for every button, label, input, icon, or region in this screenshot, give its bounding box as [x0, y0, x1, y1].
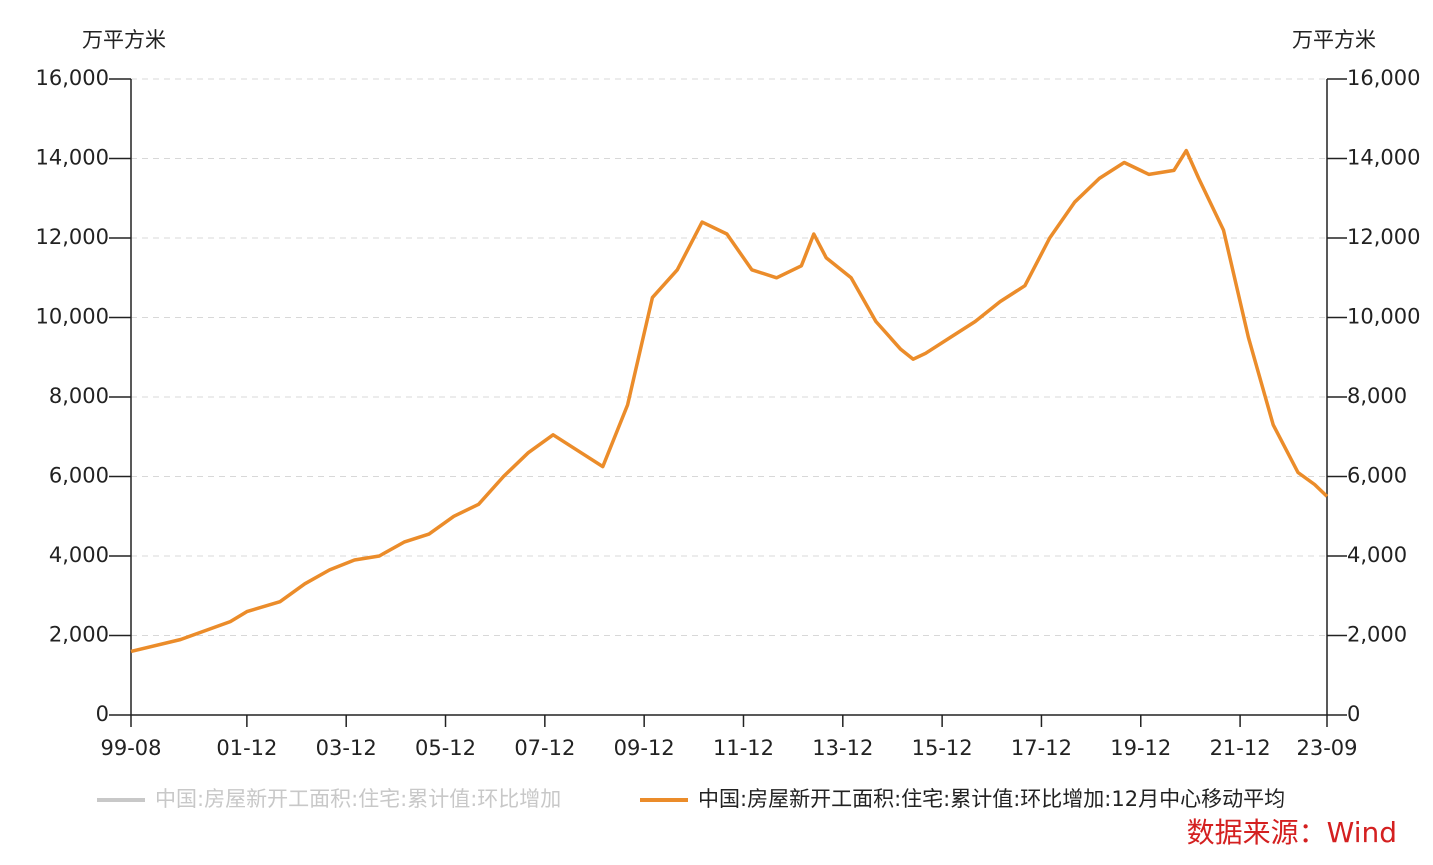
y2-tick-label: 16,000 [1347, 66, 1420, 90]
y-tick-label: 6,000 [49, 464, 109, 488]
y-tick-label: 0 [96, 702, 109, 726]
y-axis-label: 万平方米 [82, 28, 166, 52]
x-tick-label: 09-12 [614, 736, 675, 760]
y2-tick-label: 2,000 [1347, 623, 1407, 647]
y-tick-label: 4,000 [49, 543, 109, 567]
y-tick-label: 2,000 [49, 623, 109, 647]
y2-tick-label: 6,000 [1347, 464, 1407, 488]
y2-tick-label: 4,000 [1347, 543, 1407, 567]
x-tick-label: 21-12 [1210, 736, 1271, 760]
x-tick-label: 05-12 [415, 736, 476, 760]
legend-label: 中国:房屋新开工面积:住宅:累计值:环比增加:12月中心移动平均 [698, 787, 1285, 811]
x-tick-label: 01-12 [216, 736, 277, 760]
y2-tick-label: 8,000 [1347, 384, 1407, 408]
y2-tick-label: 12,000 [1347, 225, 1420, 249]
x-tick-label: 99-08 [100, 736, 161, 760]
source: 数据来源：Wind [1187, 816, 1397, 849]
x-tick-label: 03-12 [316, 736, 377, 760]
y-tick-label: 10,000 [36, 305, 109, 329]
x-tick-label: 17-12 [1011, 736, 1072, 760]
y-tick-label: 16,000 [36, 66, 109, 90]
x-tick-label: 11-12 [713, 736, 774, 760]
series-line [130, 148, 1329, 654]
x-tick-label: 23-09 [1296, 736, 1357, 760]
x-tick-label: 15-12 [912, 736, 973, 760]
legend-label: 中国:房屋新开工面积:住宅:累计值:环比增加 [155, 787, 561, 811]
y2-tick-label: 0 [1347, 702, 1360, 726]
x-tick-label: 07-12 [514, 736, 575, 760]
x-tick-label: 19-12 [1110, 736, 1171, 760]
x-tick-label: 13-12 [812, 736, 873, 760]
y2-tick-label: 10,000 [1347, 305, 1420, 329]
y2-tick-label: 14,000 [1347, 146, 1420, 170]
y-tick-label: 8,000 [49, 384, 109, 408]
y2-axis-label: 万平方米 [1292, 28, 1376, 52]
y-tick-label: 12,000 [36, 225, 109, 249]
y-tick-label: 14,000 [36, 146, 109, 170]
